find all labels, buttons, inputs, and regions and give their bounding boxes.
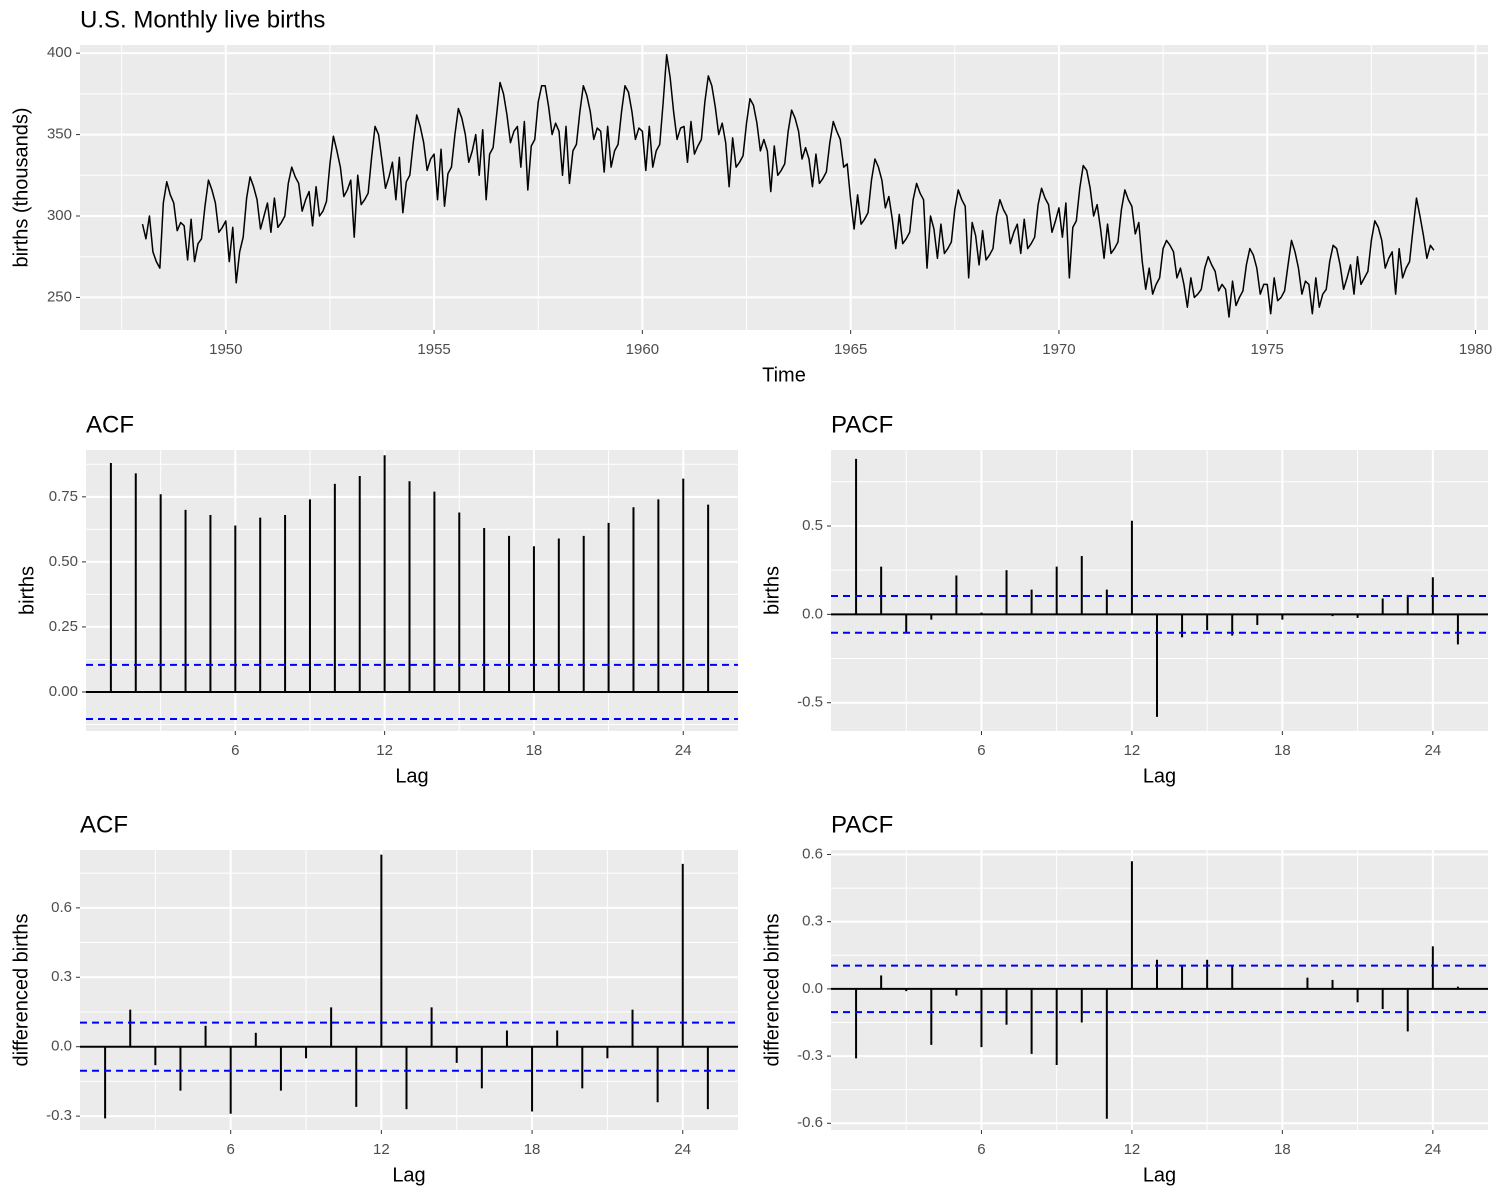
y-tick-label: -0.5 <box>797 694 823 711</box>
y-axis-title: births <box>761 566 783 615</box>
y-axis-title: differenced births <box>10 913 32 1066</box>
plot-background <box>831 850 1488 1130</box>
y-tick-label: 0.5 <box>802 517 823 534</box>
chart-title: PACF <box>831 811 893 838</box>
x-axis-title: Lag <box>395 765 428 787</box>
x-tick-label: 1980 <box>1459 341 1492 358</box>
y-tick-label: 350 <box>47 126 72 143</box>
x-axis-title: Lag <box>1143 1164 1176 1186</box>
x-tick-label: 12 <box>373 1141 390 1158</box>
y-tick-label: 0.0 <box>802 605 823 622</box>
y-axis-title: differenced births <box>761 913 783 1066</box>
plot-background <box>80 45 1488 330</box>
chart-title: U.S. Monthly live births <box>80 6 325 33</box>
y-tick-label: -0.3 <box>46 1107 72 1124</box>
x-tick-label: 6 <box>231 742 239 759</box>
y-tick-label: 250 <box>47 288 72 305</box>
y-tick-label: 0.25 <box>49 618 78 635</box>
x-tick-label: 12 <box>1124 1141 1141 1158</box>
x-tick-label: 1960 <box>626 341 659 358</box>
x-tick-label: 1975 <box>1251 341 1284 358</box>
x-tick-label: 12 <box>1124 742 1141 759</box>
x-tick-label: 1965 <box>834 341 867 358</box>
y-tick-label: 0.6 <box>51 899 72 916</box>
x-tick-label: 6 <box>977 1141 985 1158</box>
panel: 250 300 350 400 1950 1955 1960 1965 1970 1975 1980… <box>10 6 1492 386</box>
chart-title: ACF <box>86 411 134 438</box>
x-tick-label: 1955 <box>417 341 450 358</box>
x-tick-label: 6 <box>227 1141 235 1158</box>
panel: 0.00 0.25 0.50 0.75 6 12 18 24 ACF Lag births <box>16 411 738 787</box>
chart-title: ACF <box>80 811 128 838</box>
x-tick-label: 1950 <box>209 341 242 358</box>
plot-background <box>831 450 1488 731</box>
x-tick-label: 12 <box>376 742 393 759</box>
x-tick-label: 18 <box>1274 1141 1291 1158</box>
y-axis-title: births <box>16 566 38 615</box>
panel: -0.5 0.0 0.5 6 12 18 24 PACF Lag births <box>761 411 1488 787</box>
y-tick-label: -0.3 <box>797 1047 823 1064</box>
x-tick-label: 24 <box>675 742 692 759</box>
x-axis-title: Time <box>762 364 806 386</box>
panel: -0.6 -0.3 0.0 0.3 0.6 6 12 18 24 PACF Lag differenc… <box>761 811 1488 1186</box>
x-tick-label: 18 <box>526 742 543 759</box>
y-tick-label: 0.50 <box>49 553 78 570</box>
y-tick-label: 0.75 <box>49 488 78 505</box>
x-tick-label: 24 <box>1424 742 1441 759</box>
y-axis-title: births (thousands) <box>10 107 32 267</box>
y-tick-label: 0.0 <box>802 980 823 997</box>
chart-title: PACF <box>831 411 893 438</box>
y-tick-label: 400 <box>47 44 72 61</box>
panel: -0.3 0.0 0.3 0.6 6 12 18 24 ACF Lag differenced bi… <box>10 811 738 1186</box>
x-tick-label: 6 <box>977 742 985 759</box>
x-tick-label: 18 <box>1274 742 1291 759</box>
y-tick-label: -0.6 <box>797 1114 823 1131</box>
y-tick-label: 0.0 <box>51 1038 72 1055</box>
y-tick-label: 0.00 <box>49 683 78 700</box>
series-line <box>141 54 1435 318</box>
plot-background <box>86 450 738 731</box>
x-tick-label: 18 <box>524 1141 541 1158</box>
x-tick-label: 24 <box>674 1141 691 1158</box>
y-tick-label: 0.3 <box>802 913 823 930</box>
y-tick-label: 300 <box>47 207 72 224</box>
y-tick-label: 0.3 <box>51 968 72 985</box>
x-tick-label: 1970 <box>1042 341 1075 358</box>
x-axis-title: Lag <box>1143 765 1176 787</box>
plot-background <box>80 850 738 1130</box>
x-tick-label: 24 <box>1424 1141 1441 1158</box>
x-axis-title: Lag <box>392 1164 425 1186</box>
y-tick-label: 0.6 <box>802 845 823 862</box>
